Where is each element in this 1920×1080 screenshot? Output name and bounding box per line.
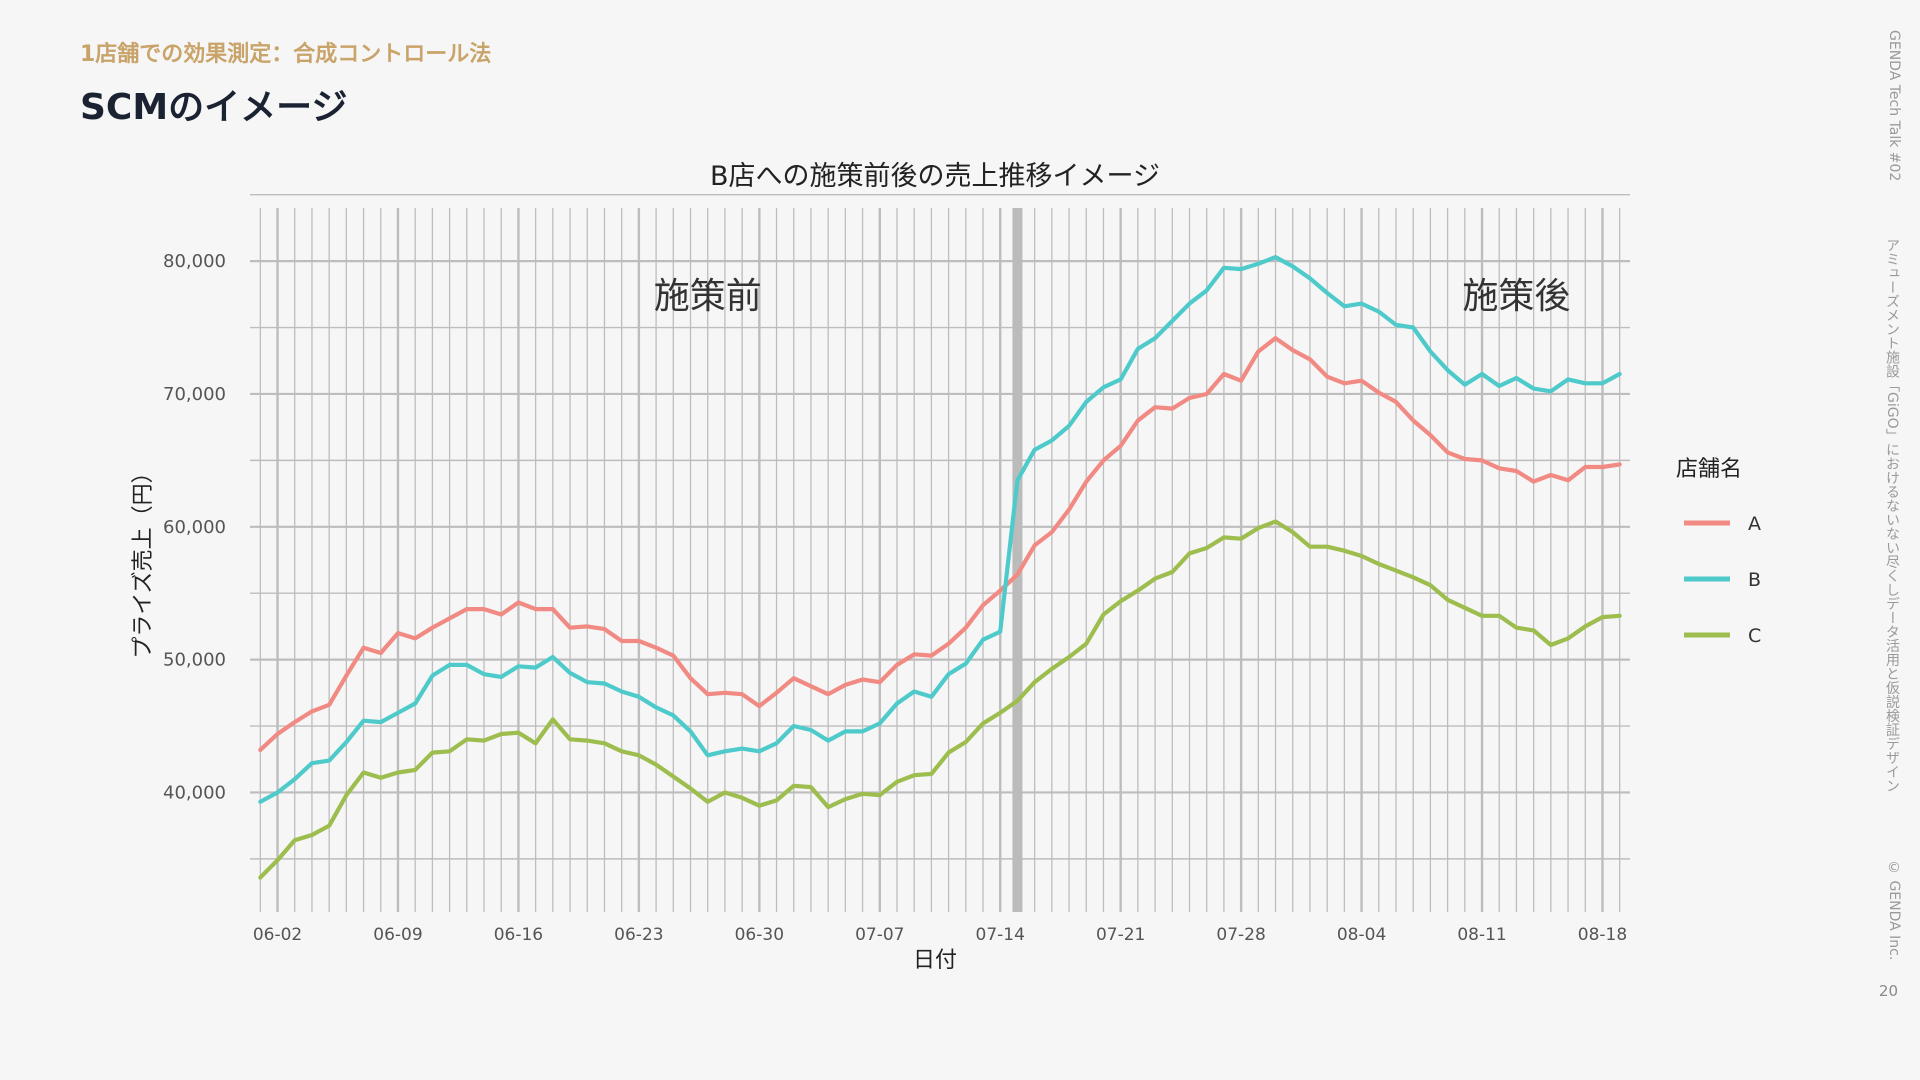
legend: 店舗名 A B C — [1676, 457, 1761, 647]
x-tick-label: 06-02 — [253, 925, 302, 945]
legend-label-a: A — [1748, 513, 1761, 535]
x-tick-label: 07-07 — [855, 925, 904, 945]
x-tick-label: 08-18 — [1578, 925, 1627, 945]
legend-label-b: B — [1748, 569, 1761, 591]
annotation-after: 施策後 — [1462, 276, 1570, 317]
y-tick-label: 60,000 — [163, 517, 226, 538]
series-layer — [258, 255, 1622, 880]
x-tick-label: 08-11 — [1457, 925, 1506, 945]
chart-title: B店への施策前後の売上推移イメージ — [710, 161, 1160, 192]
x-tick-label: 08-04 — [1337, 925, 1386, 945]
legend-label-c: C — [1748, 625, 1761, 647]
series-line-b — [258, 255, 1622, 804]
x-tick-label: 06-09 — [373, 925, 422, 945]
x-tick-label: 06-16 — [494, 925, 543, 945]
y-tick-label: 80,000 — [163, 251, 226, 272]
x-tick-label: 06-30 — [735, 925, 784, 945]
talk-title: アミューズメント施設「GiGO」におけるないない尽くしデータ活用と仮説検証デザイ… — [1884, 238, 1900, 793]
y-tick-label: 70,000 — [163, 384, 226, 405]
axis-layer: 06-02 06-09 06-16 06-23 06-30 07-07 07-14 07-21… — [163, 251, 1627, 945]
x-axis-label: 日付 — [913, 948, 957, 973]
page-number: 20 — [1878, 982, 1898, 1000]
y-tick-label: 40,000 — [163, 782, 226, 803]
slide-title: SCMのイメージ — [80, 87, 348, 128]
x-tick-label: 07-14 — [976, 925, 1025, 945]
series-line-c — [258, 519, 1622, 880]
x-tick-label: 07-28 — [1216, 925, 1265, 945]
slide-eyebrow: 1店舗での効果測定：合成コントロール法 — [80, 42, 492, 67]
legend-title: 店舗名 — [1676, 457, 1742, 482]
x-tick-label: 06-23 — [614, 925, 663, 945]
copyright: © GENDA Inc. — [1886, 860, 1902, 961]
annotation-before: 施策前 — [654, 276, 762, 317]
x-tick-label: 07-21 — [1096, 925, 1145, 945]
y-axis-label: プライズ売上（円） — [131, 461, 156, 658]
grid-layer — [250, 194, 1630, 912]
y-tick-label: 50,000 — [163, 650, 226, 671]
intervention-band — [1012, 208, 1023, 912]
event-name: GENDA Tech Talk #02 — [1886, 30, 1902, 182]
series-line-a — [258, 336, 1622, 753]
